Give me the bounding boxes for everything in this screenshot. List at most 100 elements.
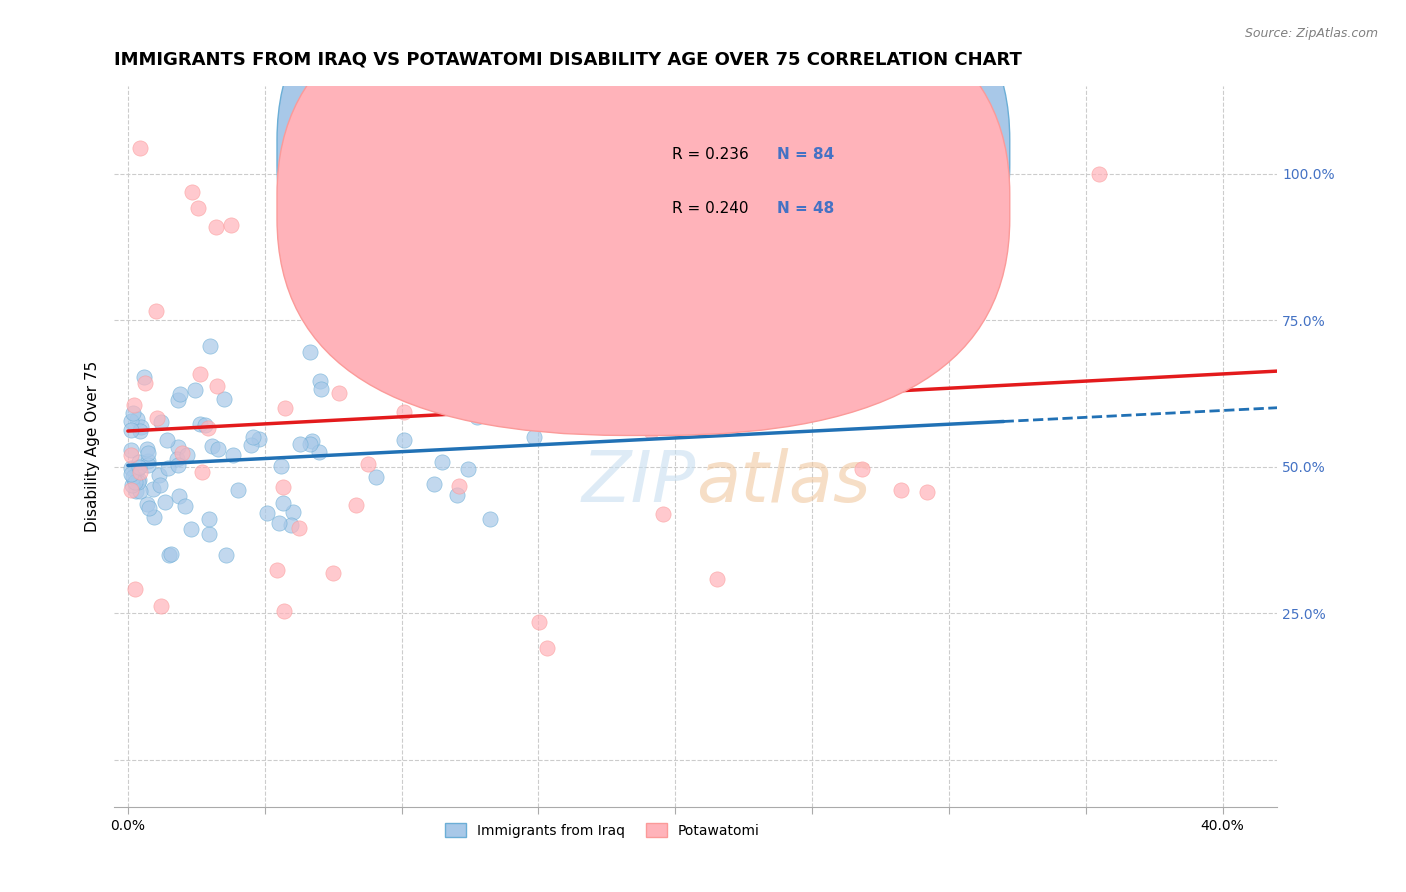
Potawatomi <box>187 201 209 215</box>
Potawatomi <box>146 410 169 425</box>
Immigrants from Iraq <box>212 392 235 407</box>
Immigrants from Iraq <box>180 522 202 536</box>
Text: atlas: atlas <box>696 448 870 516</box>
Immigrants from Iraq <box>167 440 190 454</box>
Immigrants from Iraq <box>478 512 501 526</box>
Immigrants from Iraq <box>157 460 180 475</box>
Immigrants from Iraq <box>242 429 264 443</box>
Immigrants from Iraq <box>120 414 142 428</box>
Immigrants from Iraq <box>136 458 159 473</box>
Text: R = 0.240: R = 0.240 <box>672 201 749 216</box>
Potawatomi <box>890 483 912 498</box>
Immigrants from Iraq <box>127 462 149 476</box>
Immigrants from Iraq <box>280 518 302 533</box>
Potawatomi <box>851 461 873 475</box>
Potawatomi <box>815 137 838 152</box>
Immigrants from Iraq <box>194 418 217 433</box>
Potawatomi <box>1088 167 1111 181</box>
Immigrants from Iraq <box>308 444 330 458</box>
Immigrants from Iraq <box>150 415 173 429</box>
Immigrants from Iraq <box>247 433 270 447</box>
Immigrants from Iraq <box>124 475 146 490</box>
Immigrants from Iraq <box>207 442 229 456</box>
Immigrants from Iraq <box>157 548 180 562</box>
Potawatomi <box>134 376 156 390</box>
Text: R = 0.236: R = 0.236 <box>672 146 749 161</box>
Potawatomi <box>145 304 167 318</box>
Immigrants from Iraq <box>166 452 188 467</box>
Text: ZIP: ZIP <box>581 448 696 516</box>
Potawatomi <box>596 365 619 379</box>
Potawatomi <box>527 615 550 630</box>
Immigrants from Iraq <box>256 506 278 520</box>
Text: N = 84: N = 84 <box>778 146 834 161</box>
Potawatomi <box>733 368 755 383</box>
Immigrants from Iraq <box>128 424 150 438</box>
Immigrants from Iraq <box>269 516 291 530</box>
Immigrants from Iraq <box>364 470 387 484</box>
Potawatomi <box>357 457 380 471</box>
Immigrants from Iraq <box>134 370 156 384</box>
Potawatomi <box>180 186 202 200</box>
Immigrants from Iraq <box>430 455 453 469</box>
Potawatomi <box>266 563 288 577</box>
Potawatomi <box>205 219 228 234</box>
Immigrants from Iraq <box>226 483 249 497</box>
Immigrants from Iraq <box>188 417 211 431</box>
Immigrants from Iraq <box>129 483 152 498</box>
Potawatomi <box>273 480 295 494</box>
Potawatomi <box>273 604 295 618</box>
Potawatomi <box>205 379 228 393</box>
Immigrants from Iraq <box>523 430 546 444</box>
Immigrants from Iraq <box>198 339 221 353</box>
Immigrants from Iraq <box>166 458 188 473</box>
Potawatomi <box>328 386 350 401</box>
Immigrants from Iraq <box>166 392 188 407</box>
Immigrants from Iraq <box>270 458 292 473</box>
Immigrants from Iraq <box>160 547 183 561</box>
Potawatomi <box>197 421 219 435</box>
Potawatomi <box>129 465 152 479</box>
Immigrants from Iraq <box>281 505 304 519</box>
Immigrants from Iraq <box>184 384 207 398</box>
Y-axis label: Disability Age Over 75: Disability Age Over 75 <box>86 360 100 532</box>
Immigrants from Iraq <box>173 500 195 514</box>
Potawatomi <box>394 405 416 419</box>
Immigrants from Iraq <box>155 495 177 509</box>
Potawatomi <box>221 218 243 232</box>
Immigrants from Iraq <box>290 436 312 450</box>
Immigrants from Iraq <box>127 475 149 489</box>
Immigrants from Iraq <box>309 382 332 396</box>
Potawatomi <box>447 478 470 492</box>
Potawatomi <box>288 520 311 534</box>
Immigrants from Iraq <box>240 438 263 452</box>
Immigrants from Iraq <box>271 496 294 510</box>
Immigrants from Iraq <box>120 461 142 475</box>
Immigrants from Iraq <box>120 423 142 437</box>
Potawatomi <box>655 377 678 392</box>
Immigrants from Iraq <box>301 434 323 448</box>
Immigrants from Iraq <box>394 434 416 448</box>
Immigrants from Iraq <box>120 442 142 457</box>
Immigrants from Iraq <box>142 482 165 496</box>
Immigrants from Iraq <box>457 461 479 475</box>
Immigrants from Iraq <box>128 473 150 487</box>
Potawatomi <box>120 448 142 462</box>
Immigrants from Iraq <box>122 406 145 420</box>
Immigrants from Iraq <box>121 478 143 492</box>
Immigrants from Iraq <box>128 455 150 469</box>
Text: IMMIGRANTS FROM IRAQ VS POTAWATOMI DISABILITY AGE OVER 75 CORRELATION CHART: IMMIGRANTS FROM IRAQ VS POTAWATOMI DISAB… <box>114 51 1022 69</box>
Immigrants from Iraq <box>201 439 224 453</box>
Immigrants from Iraq <box>446 488 468 502</box>
Immigrants from Iraq <box>198 527 221 541</box>
Immigrants from Iraq <box>122 470 145 484</box>
Immigrants from Iraq <box>446 401 468 415</box>
Immigrants from Iraq <box>169 387 191 401</box>
FancyBboxPatch shape <box>277 0 1010 435</box>
Immigrants from Iraq <box>222 449 245 463</box>
Immigrants from Iraq <box>120 467 142 482</box>
Text: N = 48: N = 48 <box>778 201 834 216</box>
Immigrants from Iraq <box>308 374 330 388</box>
Potawatomi <box>589 318 612 333</box>
Immigrants from Iraq <box>136 454 159 468</box>
